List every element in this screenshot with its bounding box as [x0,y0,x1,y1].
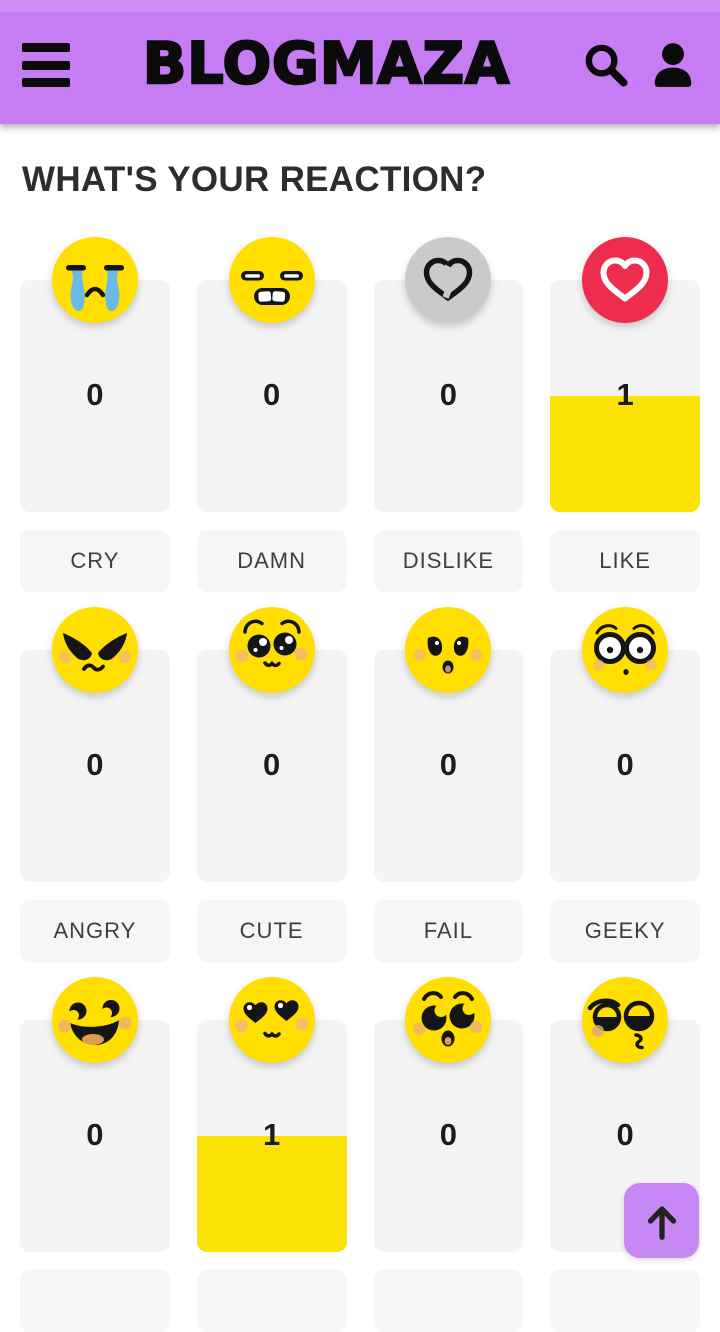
reaction-like: 1 LIKE [550,236,700,592]
search-icon[interactable] [583,42,630,89]
reaction-smug: 0 [550,976,700,1332]
damn-emoji-icon[interactable] [228,236,316,324]
reaction-label: GEEKY [550,900,700,962]
reaction-label: DISLIKE [373,530,524,592]
reactions-grid: 0 CRY 0 DAMN 0 DISLIKE [0,236,720,1332]
header-actions [583,40,698,90]
happy-emoji-icon[interactable] [51,976,139,1064]
vote-bar-fill [550,396,700,512]
reaction-cute: 0 CUTE [196,606,347,962]
vote-bar-track: 1 [196,1020,347,1252]
reaction-cry: 0 CRY [20,236,170,592]
reaction-label: CRY [20,530,170,592]
omg-emoji-icon[interactable] [404,976,492,1064]
reaction-geeky: 0 GEEKY [550,606,700,962]
smug-emoji-icon[interactable] [581,976,669,1064]
reaction-label [550,1270,700,1332]
reaction-label [196,1270,347,1332]
reaction-angry: 0 ANGRY [20,606,170,962]
reaction-label [20,1270,170,1332]
vote-count: 0 [439,1117,457,1152]
vote-count: 1 [616,377,634,412]
dislike-emoji-icon[interactable] [404,236,492,324]
vote-count: 0 [263,377,281,412]
vote-count: 0 [439,747,457,782]
vote-count: 0 [439,377,457,412]
reaction-happy: 0 [20,976,170,1332]
vote-bar-fill [196,1136,347,1252]
reaction-label: LIKE [550,530,700,592]
reaction-love: 1 [196,976,347,1332]
reaction-fail: 0 FAIL [373,606,524,962]
vote-count: 0 [616,747,634,782]
vote-count: 0 [86,377,104,412]
love-emoji-icon[interactable] [228,976,316,1064]
cute-emoji-icon[interactable] [228,606,316,694]
user-icon[interactable] [648,40,698,90]
reaction-label [373,1270,524,1332]
vote-count: 0 [86,1117,104,1152]
arrow-up-icon [647,1205,676,1240]
vote-count: 0 [263,747,281,782]
scroll-to-top-button[interactable] [624,1183,699,1258]
hamburger-icon[interactable] [22,43,70,87]
vote-count: 0 [616,1117,634,1152]
vote-count: 0 [86,747,104,782]
reaction-label: FAIL [373,900,524,962]
app-header: BLOGMAZA [0,0,720,124]
section-title: WHAT'S YOUR REACTION? [22,160,487,199]
geeky-emoji-icon[interactable] [581,606,669,694]
cry-emoji-icon[interactable] [51,236,139,324]
reaction-dislike: 0 DISLIKE [373,236,524,592]
fail-emoji-icon[interactable] [404,606,492,694]
reaction-section: WHAT'S YOUR REACTION? 0 CRY 0 D [0,160,720,1332]
vote-count: 1 [263,1117,281,1152]
angry-emoji-icon[interactable] [51,606,139,694]
reaction-label: DAMN [196,530,347,592]
reaction-damn: 0 DAMN [196,236,347,592]
reaction-omg: 0 [373,976,524,1332]
reaction-label: ANGRY [20,900,170,962]
like-emoji-icon[interactable] [581,236,669,324]
site-logo: BLOGMAZA [142,30,511,99]
reaction-label: CUTE [196,900,347,962]
vote-bar-track: 0 [373,280,524,512]
